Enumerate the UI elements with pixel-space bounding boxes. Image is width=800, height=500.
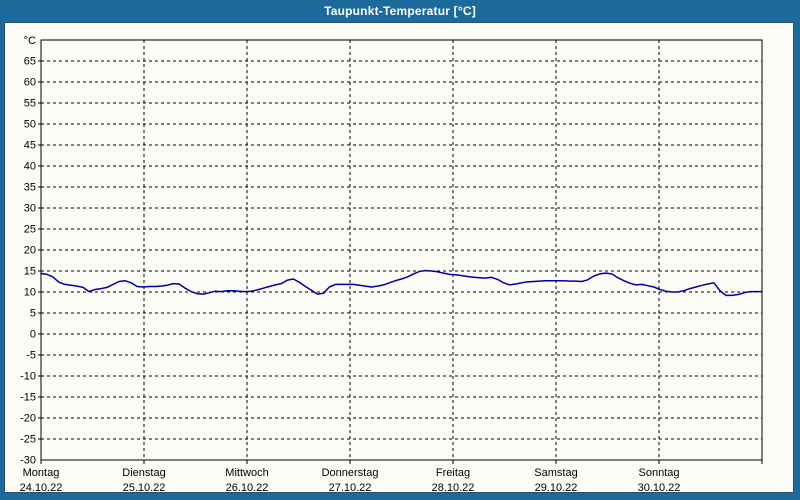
y-tick-label: 15 xyxy=(24,266,36,278)
chart-panel: 65 60 55 50 45 40 35 30 25 20 15 10 5 0 -5 -10 -15 -20 -25… xyxy=(4,22,794,493)
y-tick-label: 5 xyxy=(30,308,36,320)
y-tick-label: -5 xyxy=(26,350,36,362)
y-tick-label: 30 xyxy=(24,203,36,215)
day-label: Samstag xyxy=(534,467,577,479)
date-label: 25.10.22 xyxy=(123,482,166,492)
y-tick-label: -25 xyxy=(20,434,36,446)
y-tick-label: 20 xyxy=(24,245,36,257)
day-label: Dienstag xyxy=(122,467,165,479)
date-label: 26.10.22 xyxy=(226,482,269,492)
y-tick-label: 40 xyxy=(24,161,36,173)
y-tick-label: 10 xyxy=(24,287,36,299)
dewpoint-chart: 65605550454035302520151050-5-10-15-20-25… xyxy=(20,35,763,492)
title-bar: Taupunkt-Temperatur [°C] xyxy=(0,0,800,22)
date-label: 29.10.22 xyxy=(535,482,578,492)
y-tick-label: 45 xyxy=(24,140,36,152)
dewpoint-line xyxy=(40,269,763,297)
y-tick-label: 55 xyxy=(24,98,36,110)
y-tick-label: 60 xyxy=(24,77,36,89)
day-label: Mittwoch xyxy=(225,467,268,479)
y-tick-label: -30 xyxy=(20,455,36,467)
day-label: Donnerstag xyxy=(322,467,379,479)
y-tick-label: 65 xyxy=(24,56,36,68)
y-axis-unit-label: °C xyxy=(24,35,36,47)
y-tick-label: 35 xyxy=(24,182,36,194)
date-label: 30.10.22 xyxy=(638,482,681,492)
y-tick-label: 50 xyxy=(24,119,36,131)
y-tick-label: -20 xyxy=(20,413,36,425)
y-tick-label: -15 xyxy=(20,392,36,404)
y-tick-label: 25 xyxy=(24,224,36,236)
date-label: 24.10.22 xyxy=(20,482,63,492)
chart-title: Taupunkt-Temperatur [°C] xyxy=(324,4,476,18)
day-label: Montag xyxy=(23,467,60,479)
y-tick-label: -10 xyxy=(20,371,36,383)
day-label: Sonntag xyxy=(639,467,680,479)
plot-frame xyxy=(40,39,763,461)
date-label: 27.10.22 xyxy=(329,482,372,492)
day-label: Freitag xyxy=(436,467,470,479)
y-tick-label: 0 xyxy=(30,329,36,341)
date-label: 28.10.22 xyxy=(432,482,475,492)
